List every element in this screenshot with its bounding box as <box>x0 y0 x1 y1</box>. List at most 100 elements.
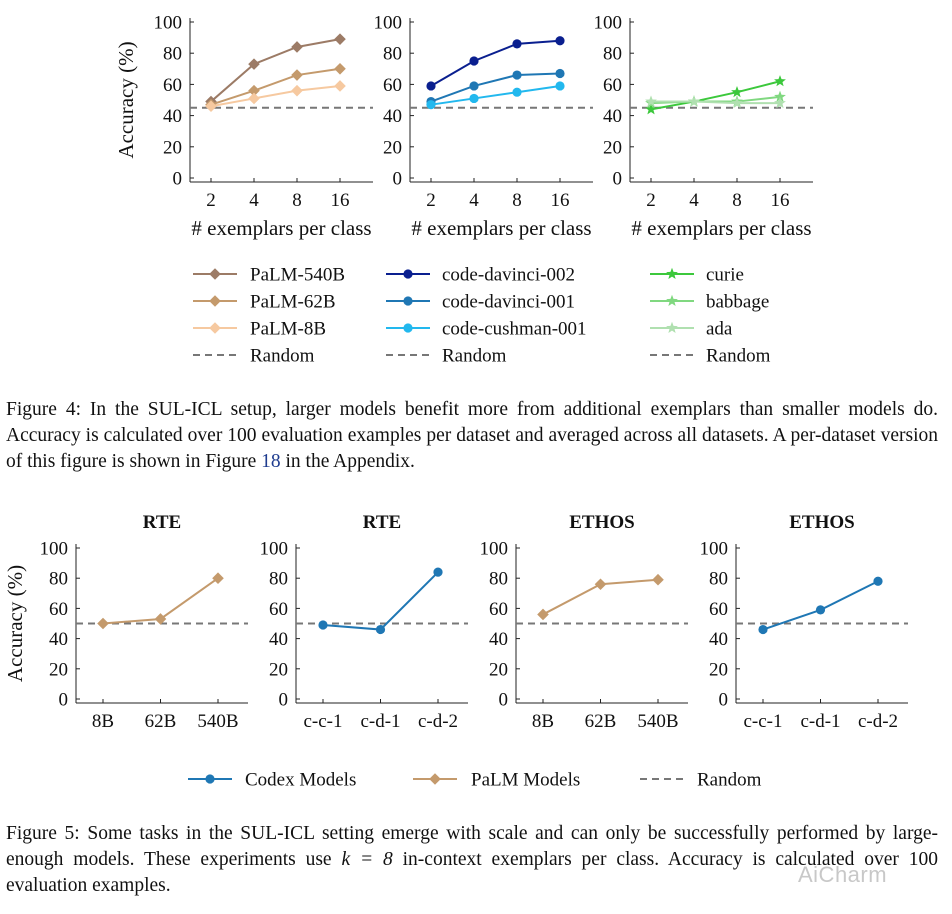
legend-item-random: Random <box>386 346 507 367</box>
chart-panel-3: 0 20 40 60 80 100 2 4 8 16 # exemplars per class <box>594 13 813 240</box>
data-point <box>375 624 386 635</box>
y-tick-label: 100 <box>154 13 183 34</box>
figure-4-caption: Figure 4: In the SUL-ICL setup, larger m… <box>6 397 938 475</box>
data-point <box>555 68 565 79</box>
y-tick-label: 20 <box>49 659 68 680</box>
y-tick-label: 20 <box>383 137 402 158</box>
series-line-2 <box>210 84 341 108</box>
legend-marker <box>209 268 221 280</box>
data-point <box>291 41 303 53</box>
data-point <box>555 81 565 91</box>
y-tick-label: 0 <box>279 690 289 711</box>
legend-label: Random <box>442 346 507 367</box>
legend-marker <box>209 295 221 307</box>
y-tick-label: 20 <box>163 137 182 158</box>
series-line-0 <box>210 38 341 103</box>
y-tick-label: 20 <box>269 659 288 680</box>
series-line-2 <box>651 100 780 105</box>
chart-panel-1: 0 20 40 60 80 100 2 4 8 16 # exemplars per class Ac… <box>114 13 373 240</box>
x-tick-label: 4 <box>249 190 259 211</box>
legend-label: code-cushman-001 <box>442 319 587 340</box>
legend-marker <box>666 267 678 280</box>
x-tick-label: 16 <box>551 190 570 211</box>
legend-label: Random <box>697 770 762 791</box>
data-point <box>426 81 436 91</box>
data-point <box>774 96 786 109</box>
y-tick-label: 40 <box>49 629 68 650</box>
y-tick-label: 0 <box>173 169 183 190</box>
y-tick-label: 60 <box>383 75 402 96</box>
data-point <box>774 75 786 87</box>
y-tick-label: 60 <box>269 599 288 620</box>
x-tick-label: 8 <box>732 190 742 211</box>
y-tick-label: 60 <box>603 75 622 96</box>
data-point <box>291 84 303 97</box>
y-tick-label: 80 <box>163 44 182 65</box>
figure-18-link[interactable]: 18 <box>261 451 281 472</box>
legend-item-code-davinci-001: code-davinci-001 <box>386 292 575 313</box>
y-tick-label: 40 <box>163 106 182 127</box>
legend-item-palm-62b: PaLM-62B <box>193 292 336 313</box>
legend-label: ada <box>706 319 733 340</box>
x-tick-label: c-c-1 <box>303 711 342 732</box>
legend-label: code-davinci-002 <box>442 265 575 286</box>
data-point <box>248 84 260 97</box>
x-tick-label: 540B <box>197 711 238 732</box>
x-tick-label: 2 <box>206 190 216 211</box>
chart-panel-7: 0 20 40 60 80 100 c-c-1 c-d-1 c-d-2 ETHOS <box>700 512 908 732</box>
legend-item-palm-models: PaLM Models <box>413 770 580 791</box>
legend-label: PaLM-62B <box>250 292 336 313</box>
x-tick-label: c-d-1 <box>360 711 400 732</box>
figure-5-caption-math: k = 8 <box>341 849 393 870</box>
data-point <box>334 80 346 92</box>
data-point <box>731 86 743 98</box>
data-point <box>97 617 109 630</box>
y-tick-label: 0 <box>613 169 623 190</box>
x-tick-label: 4 <box>469 190 479 211</box>
y-tick-label: 100 <box>374 13 403 34</box>
legend-item-code-davinci-002: code-davinci-002 <box>386 265 575 286</box>
figure-5-caption-text-a: Some tasks in the SUL-ICL setting emerge… <box>6 823 938 870</box>
data-point <box>758 624 768 635</box>
series-line-0 <box>322 571 439 631</box>
data-point <box>205 100 217 113</box>
legend-label: Random <box>706 346 771 367</box>
y-axis-label: Accuracy (%) <box>3 565 27 682</box>
legend-marker <box>403 296 413 306</box>
y-tick-label: 100 <box>260 539 289 560</box>
y-tick-label: 60 <box>163 75 182 96</box>
y-tick-label: 40 <box>603 106 622 127</box>
y-tick-label: 60 <box>489 599 508 620</box>
x-tick-label: 540B <box>637 711 678 732</box>
watermark-logo: AiCharm <box>798 862 888 887</box>
data-point <box>652 573 664 586</box>
legend-item-code-cushman-001: code-cushman-001 <box>386 319 587 340</box>
legend-marker <box>209 322 221 334</box>
legend-item-random: Random <box>650 346 771 367</box>
legend-label: PaLM-8B <box>250 319 326 340</box>
legend-item-palm-8b: PaLM-8B <box>193 319 326 340</box>
data-point <box>537 608 549 621</box>
legend-label: PaLM Models <box>471 770 580 791</box>
y-tick-label: 40 <box>383 106 402 127</box>
x-tick-label: c-c-1 <box>743 711 782 732</box>
chart-title: RTE <box>143 512 181 533</box>
x-tick-label: 8 <box>512 190 522 211</box>
y-tick-label: 80 <box>709 569 728 590</box>
data-point <box>512 70 522 80</box>
chart-panel-4: 0 20 40 60 80 100 8B 62B 540B RTE Accuracy (%) <box>3 512 248 732</box>
data-point <box>645 103 657 115</box>
data-point <box>334 33 346 45</box>
data-point <box>334 63 346 75</box>
x-axis-label: # exemplars per class <box>191 216 371 240</box>
y-tick-label: 100 <box>40 539 69 560</box>
y-tick-label: 100 <box>594 13 623 34</box>
y-tick-label: 0 <box>499 690 509 711</box>
data-point <box>555 36 565 46</box>
figure-4-caption-label: Figure 4: <box>6 399 81 420</box>
x-axis-label: # exemplars per class <box>411 216 591 240</box>
data-point <box>433 567 443 577</box>
chart-panel-2: 0 20 40 60 80 100 2 4 8 16 # exemplars per class <box>374 13 593 240</box>
data-point <box>154 613 167 625</box>
data-point <box>688 95 700 107</box>
